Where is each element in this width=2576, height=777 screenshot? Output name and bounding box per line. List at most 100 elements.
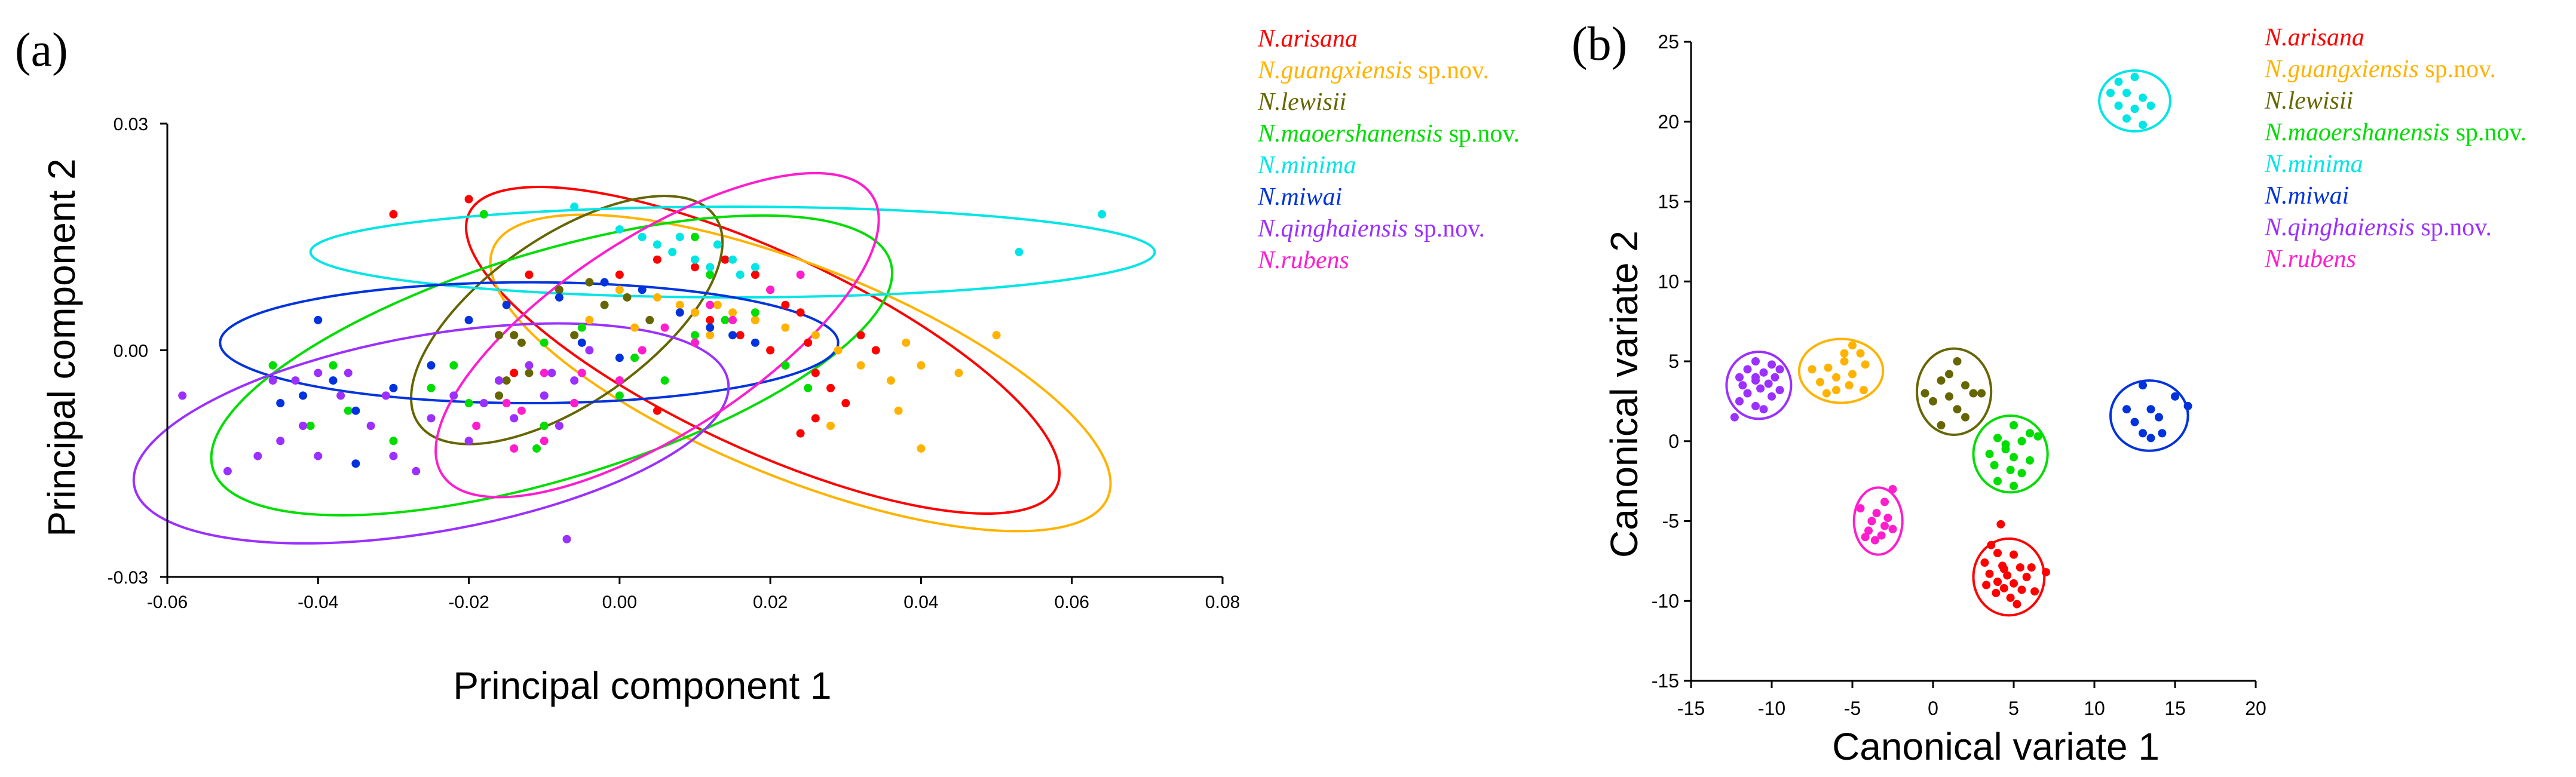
panel-b-point-n-qinghaiensis: [1735, 397, 1744, 406]
panel-a-point-n-miwai: [502, 300, 511, 309]
panel-b-point-n-arisana: [2010, 550, 2018, 559]
panel-a-point-n-arisana: [653, 406, 661, 415]
panel-a-point-n-maoershanensis: [804, 383, 813, 392]
panel-a-point-n-qinghaiensis: [427, 414, 436, 423]
panel-a-x-tick-label: 0.06: [1055, 592, 1089, 612]
panel-b-point-n-miwai: [2122, 405, 2131, 414]
panel-a-legend-n-arisana: N.arisana: [1257, 25, 1358, 53]
panel-a-point-n-qinghaiensis: [253, 452, 262, 460]
panel-b-x-tick-label: 20: [2245, 698, 2266, 719]
panel-b-point-n-miwai: [2146, 434, 2155, 443]
panel-b-point-n-lewisii: [1969, 389, 1978, 398]
panel-b-point-n-guangxiensis: [1808, 365, 1817, 374]
panel-a-point-n-miwai: [615, 354, 624, 363]
panel-a-point-n-qinghaiensis: [525, 361, 534, 370]
panel-b-y-tick-label: 5: [1668, 351, 1679, 372]
panel-b-point-n-minima: [2122, 114, 2131, 123]
panel-a-point-n-qinghaiensis: [268, 376, 277, 385]
panel-a-point-n-guangxiensis: [856, 361, 865, 370]
panel-a-point-n-maoershanensis: [540, 422, 549, 430]
panel-b-point-n-rubens: [1870, 536, 1879, 545]
panel-b-point-n-guangxiensis: [1856, 349, 1865, 358]
panel-b-point-n-lewisii: [1937, 421, 1946, 429]
panel-a-point-n-rubens: [577, 368, 586, 377]
panel-b-point-n-arisana: [2017, 585, 2026, 594]
panel-a-point-n-arisana: [721, 255, 730, 264]
panel-a-y-axis-title: Principal component 2: [40, 158, 83, 536]
panel-a-point-n-guangxiensis: [917, 444, 926, 453]
panel-b-x-tick-label: 10: [2084, 698, 2105, 719]
panel-a-point-n-arisana: [811, 368, 820, 377]
panel-b-point-n-minima: [2130, 105, 2139, 113]
panel-a-point-n-rubens: [728, 315, 737, 324]
panel-a-point-n-rubens: [540, 368, 549, 377]
panel-a-point-n-miwai: [329, 376, 338, 385]
panel-a-x-tick-label: -0.04: [298, 592, 338, 612]
panel-a-y-tick-label: 0.00: [114, 342, 148, 361]
panel-a-point-n-lewisii: [525, 368, 534, 377]
panel-a-point-n-miwai: [638, 285, 647, 294]
panel-b-point-n-qinghaiensis: [1751, 373, 1760, 382]
panel-a-point-n-arisana: [736, 331, 745, 340]
panel-b-x-tick-label: 5: [2008, 698, 2019, 719]
panel-a-point-n-arisana: [706, 315, 715, 324]
panel-a-point-n-qinghaiensis: [314, 368, 323, 377]
panel-b-point-n-lewisii: [1920, 389, 1929, 398]
panel-a-x-axis-title: Principal component 1: [453, 664, 831, 707]
panel-a-point-n-rubens: [638, 346, 647, 355]
panel-a-point-n-minima: [706, 263, 715, 272]
panel-b-point-n-maoershanensis: [2026, 456, 2034, 465]
panel-a-point-n-qinghaiensis: [299, 422, 308, 430]
panel-b-legend-n-miwai: N.miwai: [2264, 182, 2349, 210]
panel-a-point-n-qinghaiensis: [540, 391, 549, 400]
panel-b-point-n-lewisii: [1953, 357, 1962, 366]
panel-b-point-n-qinghaiensis: [1743, 365, 1752, 374]
panel-b-point-n-qinghaiensis: [1743, 389, 1752, 398]
panel-b-legend-n-rubens: N.rubens: [2264, 245, 2356, 273]
panel-a-point-n-qinghaiensis: [178, 391, 187, 400]
panel-a-legend-n-guangxiensis: N.guangxiensis sp.nov.: [1257, 57, 1489, 84]
panel-a-point-n-qinghaiensis: [389, 452, 398, 460]
panel-a-legend-n-minima: N.minima: [1257, 152, 1356, 179]
panel-b-point-n-maoershanensis: [1993, 477, 2002, 486]
panel-a-point-n-arisana: [804, 338, 813, 347]
panel-a-point-n-arisana: [796, 429, 805, 438]
panel-a-point-n-lewisii: [570, 331, 579, 340]
panel-a-point-n-arisana: [389, 210, 398, 219]
panel-a-legend-n-qinghaiensis: N.qinghaiensis sp.nov.: [1257, 215, 1485, 242]
panel-a-point-n-miwai: [706, 323, 715, 332]
panel-b-point-n-arisana: [2042, 568, 2050, 577]
panel-b-ellipse-n-lewisii: [1916, 347, 1993, 437]
panel-b-point-n-guangxiensis: [1840, 349, 1849, 358]
panel-b-point-n-guangxiensis: [1845, 381, 1854, 390]
panel-a-point-n-miwai: [314, 315, 323, 324]
panel-a-point-n-arisana: [856, 331, 865, 340]
panel-b-y-tick-label: -5: [1662, 511, 1679, 532]
panel-a-point-n-qinghaiensis: [479, 399, 488, 408]
panel-a-point-n-qinghaiensis: [555, 422, 563, 430]
panel-b-point-n-qinghaiensis: [1768, 392, 1776, 401]
panel-a-point-n-minima: [691, 255, 699, 264]
panel-a-point-n-rubens: [766, 285, 775, 294]
panel-a-point-n-qinghaiensis: [464, 437, 473, 446]
panel-a-ellipse-n-arisana: [465, 186, 1061, 515]
panel-a-point-n-guangxiensis: [630, 323, 639, 332]
panel-b-point-n-lewisii: [1937, 376, 1946, 385]
panel-b-point-n-miwai: [2158, 429, 2167, 438]
panel-a-point-n-lewisii: [600, 300, 609, 309]
panel-a-point-n-minima: [713, 240, 722, 249]
panel-a-point-n-rubens: [796, 271, 805, 279]
panel-a-point-n-maoershanensis: [781, 361, 790, 370]
panel-b-point-n-miwai: [2171, 392, 2179, 401]
panel-a-point-n-miwai: [351, 406, 360, 415]
panel-a-point-n-maoershanensis: [479, 210, 488, 219]
panel-b-point-n-maoershanensis: [2026, 429, 2034, 438]
panel-a-point-n-qinghaiensis: [510, 414, 519, 423]
panel-b-x-tick-label: 15: [2164, 698, 2186, 719]
panel-b-legend-n-qinghaiensis: N.qinghaiensis sp.nov.: [2264, 214, 2492, 241]
panel-a-point-n-guangxiensis: [691, 308, 699, 317]
panel-a-point-n-miwai: [464, 315, 473, 324]
panel-a-ellipse-n-maoershanensis: [210, 214, 894, 517]
panel-b-legend-n-arisana: N.arisana: [2264, 24, 2364, 51]
panel-b-y-tick-label: -10: [1652, 590, 1679, 612]
